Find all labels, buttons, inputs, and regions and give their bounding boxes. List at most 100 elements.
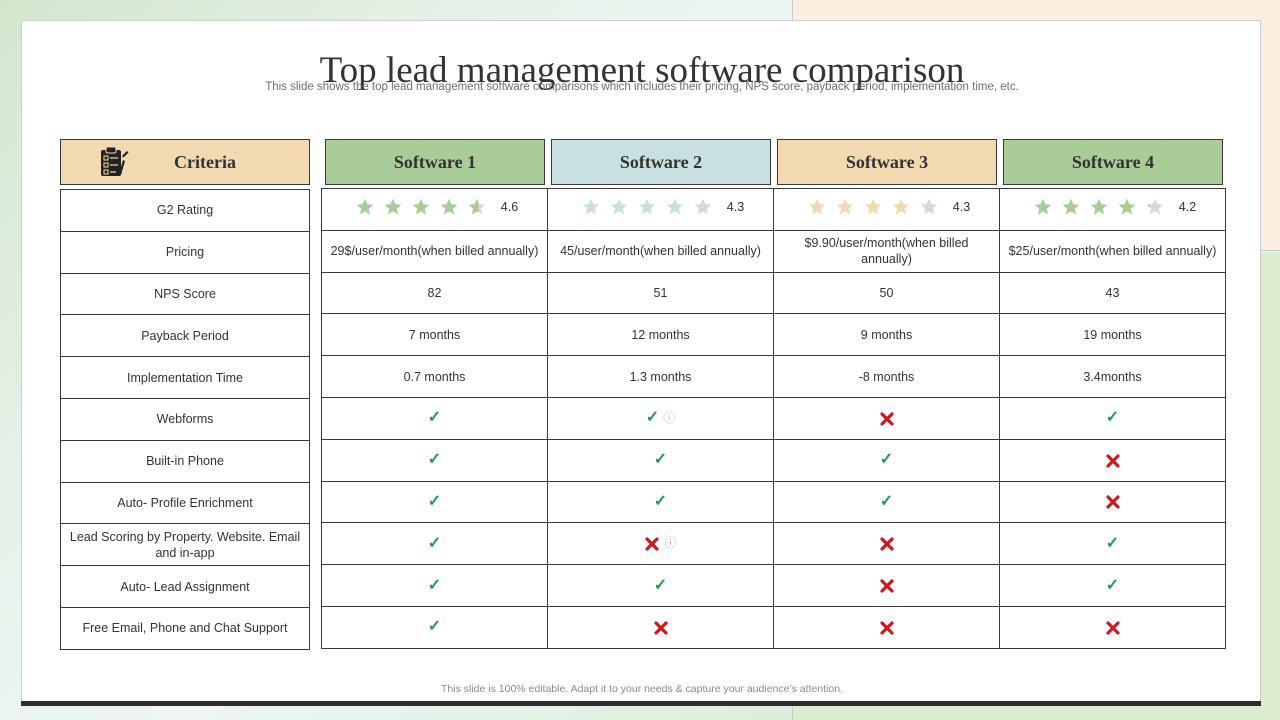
star-icon [892,199,910,215]
criteria-header: Criteria [60,139,310,185]
check-icon: ✓ [1105,409,1120,427]
cross-icon [879,536,895,551]
table-cell: 19 months [999,313,1226,357]
feature-cell [773,522,1000,566]
page-subtitle: This slide shows the top lead management… [265,81,1019,93]
star-rating: 4.3 [803,197,970,217]
criteria-row: Payback Period [60,314,310,358]
feature-cell: ✓ ⓘ [547,396,774,440]
star-rating: 4.3 [577,197,744,217]
star-icon [1146,199,1164,215]
check-icon: ✓ [427,492,442,510]
rating-cell: 4.2 [999,188,1226,231]
star-rating: 4.2 [1029,197,1196,217]
cross-icon [1105,620,1121,635]
check-icon: ✓ [427,534,442,552]
feature-row: ✓ ✓ ✓ [321,480,1226,524]
table-cell: 7 months [321,313,548,357]
criteria-header-label: Criteria [174,151,236,172]
cross-icon [1105,453,1121,468]
criteria-cell: G2 Rating [60,189,310,232]
star-icon [1034,199,1052,215]
criteria-cell: Implementation Time [60,356,310,399]
software-1-header: Software 1 [325,139,545,185]
table-cell: 45/user/month(when billed annually) [547,229,774,273]
comparison-table: 4.6 4.3 4.3 4.2 29$/user/month(when billed a… [321,188,1226,649]
star-icon [638,199,656,215]
star-icon [694,199,712,215]
feature-row: ✓ [321,605,1226,649]
table-cell: 82 [321,271,548,315]
star-icon [920,199,938,215]
rating-value: 4.6 [500,200,519,215]
check-icon: ✓ [427,409,442,427]
star-icon [610,199,628,215]
feature-row: ✓ ✓ ⓘ ✓ [321,396,1226,440]
criteria-row: G2 Rating [60,189,310,232]
feature-cell: ✓ [773,480,1000,524]
table-row: 7 months 12 months 9 months 19 months [321,313,1226,357]
criteria-row: Auto- Lead Assignment [60,565,310,608]
background-divider [1260,250,1280,251]
table-row: 0.7 months 1.3 months -8 months 3.4months [321,355,1226,398]
star-icon [836,199,854,215]
feature-cell: ✓ [999,522,1226,566]
check-icon: ✓ [427,618,442,636]
star-icon [1090,199,1108,215]
check-icon: ✓ [1105,534,1120,552]
feature-cell: ✓ [773,438,1000,482]
feature-cell: ✓ [321,396,548,440]
feature-row: ✓ ✓ ✓ [321,438,1226,482]
table-cell: $9.90/user/month(when billed annually) [773,229,1000,273]
star-icon [356,199,374,215]
feature-cell: ✓ [547,438,774,482]
cross-icon [653,620,669,635]
criteria-row: Auto- Profile Enrichment [60,481,310,525]
criteria-cell: Free Email, Phone and Chat Support [60,606,310,650]
star-icon [1062,199,1080,215]
criteria-row: Built-in Phone [60,439,310,483]
check-icon: ✓ [879,492,894,510]
criteria-table: G2 Rating Pricing NPS Score Payback Period I… [60,189,310,650]
feature-cell: ✓ [321,438,548,482]
star-icon [384,199,402,215]
footer-note: This slide is 100% editable. Adapt it to… [441,683,843,695]
cross-icon [879,411,895,426]
feature-row: ✓ ⓘ ✓ [321,522,1226,566]
criteria-row: Lead Scoring by Property. Website. Email… [60,523,310,567]
star-icon [1118,199,1136,215]
cross-icon [1105,495,1121,509]
software-2-header: Software 2 [551,139,771,185]
criteria-cell: Auto- Profile Enrichment [60,481,310,525]
feature-cell [999,438,1226,482]
feature-cell: ✓ [547,480,774,524]
software-4-header: Software 4 [1003,139,1223,185]
feature-cell [999,605,1226,649]
page-title: Top lead management software comparison [319,50,965,91]
feature-cell [773,605,1000,649]
feature-cell: ✓ [321,564,548,607]
rating-row: 4.6 4.3 4.3 4.2 [321,188,1226,231]
rating-value: 4.2 [1178,200,1197,215]
feature-row: ✓ ✓ ✓ [321,564,1226,607]
rating-value: 4.3 [952,200,971,215]
check-icon: ✓ [653,576,668,594]
criteria-cell: Auto- Lead Assignment [60,565,310,608]
table-cell: $25/user/month(when billed annually) [999,229,1226,273]
star-icon [468,199,486,215]
feature-cell: ✓ [999,564,1226,607]
check-icon: ✓ [653,451,668,469]
check-icon: ✓ [879,451,894,469]
info-icon[interactable]: ⓘ [663,411,676,426]
star-icon [412,199,430,215]
star-icon [666,199,684,215]
rating-value: 4.3 [726,200,745,215]
table-cell: 1.3 months [547,355,774,398]
table-cell: 12 months [547,313,774,357]
info-icon[interactable]: ⓘ [664,536,677,551]
table-row: 29$/user/month(when billed annually) 45/u… [321,229,1226,273]
table-cell: 0.7 months [321,355,548,398]
criteria-row: Free Email, Phone and Chat Support [60,606,310,650]
check-icon: ✓ [427,451,442,469]
feature-cell [999,480,1226,524]
